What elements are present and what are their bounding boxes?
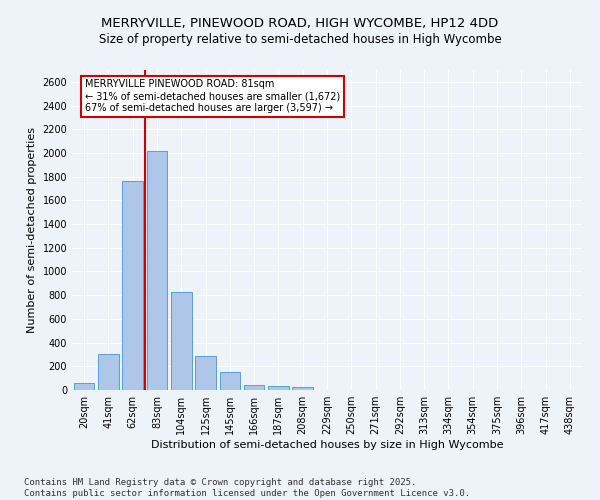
Bar [220,372,240,390]
Bar [268,386,289,390]
Text: Size of property relative to semi-detached houses in High Wycombe: Size of property relative to semi-detach… [98,32,502,46]
Text: Contains HM Land Registry data © Crown copyright and database right 2025.
Contai: Contains HM Land Registry data © Crown c… [24,478,470,498]
Bar [98,354,119,390]
Bar [171,292,191,390]
Bar [74,384,94,390]
Y-axis label: Number of semi-detached properties: Number of semi-detached properties [27,127,37,333]
Bar [244,386,265,390]
X-axis label: Distribution of semi-detached houses by size in High Wycombe: Distribution of semi-detached houses by … [151,440,503,450]
Bar [292,388,313,390]
Bar [146,150,167,390]
Text: MERRYVILLE PINEWOOD ROAD: 81sqm
← 31% of semi-detached houses are smaller (1,672: MERRYVILLE PINEWOOD ROAD: 81sqm ← 31% of… [85,80,341,112]
Bar [122,182,143,390]
Bar [195,356,216,390]
Text: MERRYVILLE, PINEWOOD ROAD, HIGH WYCOMBE, HP12 4DD: MERRYVILLE, PINEWOOD ROAD, HIGH WYCOMBE,… [101,18,499,30]
